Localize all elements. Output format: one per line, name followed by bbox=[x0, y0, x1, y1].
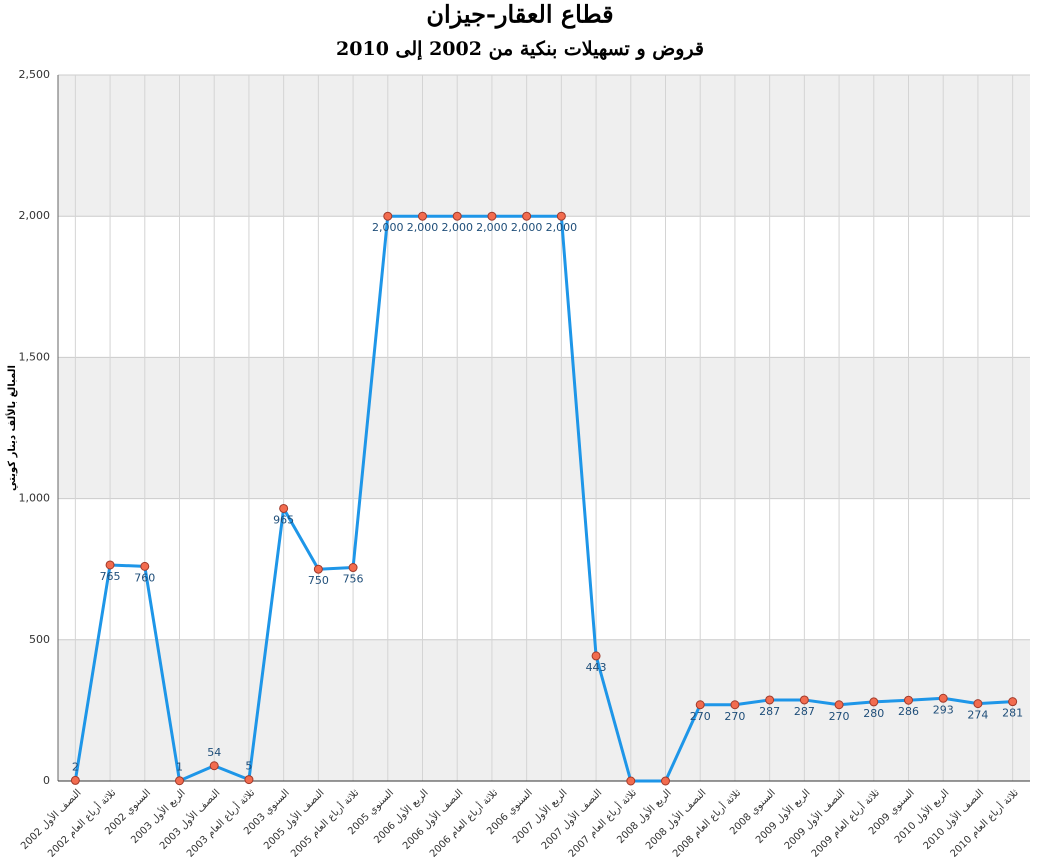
marker bbox=[869, 697, 879, 707]
y-tick-label: 2,500 bbox=[19, 68, 51, 81]
value-label: 2,000 bbox=[511, 221, 543, 234]
marker bbox=[383, 211, 393, 221]
value-label: 756 bbox=[343, 573, 364, 586]
x-tick-label: النصف الأول 2006 bbox=[400, 786, 466, 852]
marker bbox=[556, 211, 566, 221]
marker bbox=[591, 651, 601, 661]
marker bbox=[70, 775, 80, 785]
value-label: 2,000 bbox=[407, 221, 439, 234]
y-axis-label: المبالغ بالألف دينار كويتي bbox=[5, 365, 18, 491]
value-label: 965 bbox=[273, 513, 294, 526]
marker bbox=[626, 776, 636, 786]
marker bbox=[140, 561, 150, 571]
y-tick-label: 2,000 bbox=[19, 209, 51, 222]
marker bbox=[105, 560, 115, 570]
value-label: 750 bbox=[308, 574, 329, 587]
y-tick-label: 1,500 bbox=[19, 350, 51, 363]
value-label: 270 bbox=[829, 710, 850, 723]
marker bbox=[244, 775, 254, 785]
value-label: 1 bbox=[176, 761, 183, 774]
marker bbox=[522, 211, 532, 221]
value-label: 760 bbox=[134, 571, 155, 584]
marker bbox=[730, 700, 740, 710]
value-label: 2,000 bbox=[372, 221, 404, 234]
value-label: 293 bbox=[933, 703, 954, 716]
chart-title: قطاع العقار-جيزان bbox=[426, 0, 613, 30]
x-tick-label: النصف الأول 2002 bbox=[18, 786, 84, 852]
value-label: 765 bbox=[100, 570, 121, 583]
chart-subtitle: قروض و تسهيلات بنكية من 2002 إلى 2010 bbox=[336, 38, 704, 61]
y-tick-label: 0 bbox=[43, 774, 50, 787]
line bbox=[73, 214, 1013, 783]
value-label: 287 bbox=[759, 705, 780, 718]
value-label: 2,000 bbox=[441, 221, 473, 234]
x-tick-label: النصف الأول 2010 bbox=[920, 786, 986, 852]
marker bbox=[1008, 697, 1018, 707]
value-label: 443 bbox=[586, 661, 607, 674]
x-tick-label: النصف الأول 2007 bbox=[538, 786, 604, 852]
y-tick-label: 1,000 bbox=[19, 492, 51, 505]
value-label: 2 bbox=[72, 760, 79, 773]
value-label: 270 bbox=[724, 710, 745, 723]
marker bbox=[279, 503, 289, 513]
x-tick-label: النصف الأول 2005 bbox=[261, 786, 327, 852]
value-label: 286 bbox=[898, 705, 919, 718]
x-tick-label: النصف الأول 2009 bbox=[781, 786, 847, 852]
marker bbox=[348, 563, 358, 573]
value-label: 287 bbox=[794, 705, 815, 718]
value-label: 274 bbox=[967, 709, 988, 722]
y-tick-label: 500 bbox=[29, 633, 50, 646]
x-tick-label: النصف الأول 2003 bbox=[157, 786, 223, 852]
marker bbox=[209, 761, 219, 771]
marker bbox=[799, 695, 809, 705]
marker bbox=[661, 776, 670, 786]
value-label: 5 bbox=[245, 760, 252, 773]
value-label: 270 bbox=[690, 710, 711, 723]
marker bbox=[834, 700, 844, 710]
value-label: 280 bbox=[863, 707, 884, 720]
x-tick-label: النصف الأول 2008 bbox=[643, 786, 709, 852]
value-label: 54 bbox=[207, 746, 221, 759]
marker bbox=[765, 695, 775, 705]
value-label: 281 bbox=[1002, 707, 1023, 720]
marker bbox=[695, 700, 705, 710]
marker bbox=[452, 211, 462, 221]
marker bbox=[313, 564, 323, 574]
grid-band bbox=[58, 357, 1030, 499]
grid-band bbox=[58, 639, 1030, 781]
marker bbox=[904, 695, 913, 705]
value-label: 2,000 bbox=[546, 221, 578, 234]
marker bbox=[938, 693, 948, 703]
marker bbox=[175, 776, 184, 786]
marker bbox=[487, 211, 497, 221]
grid-band bbox=[58, 75, 1030, 217]
marker bbox=[418, 211, 427, 221]
value-label: 2,000 bbox=[476, 221, 508, 234]
marker bbox=[973, 699, 983, 709]
